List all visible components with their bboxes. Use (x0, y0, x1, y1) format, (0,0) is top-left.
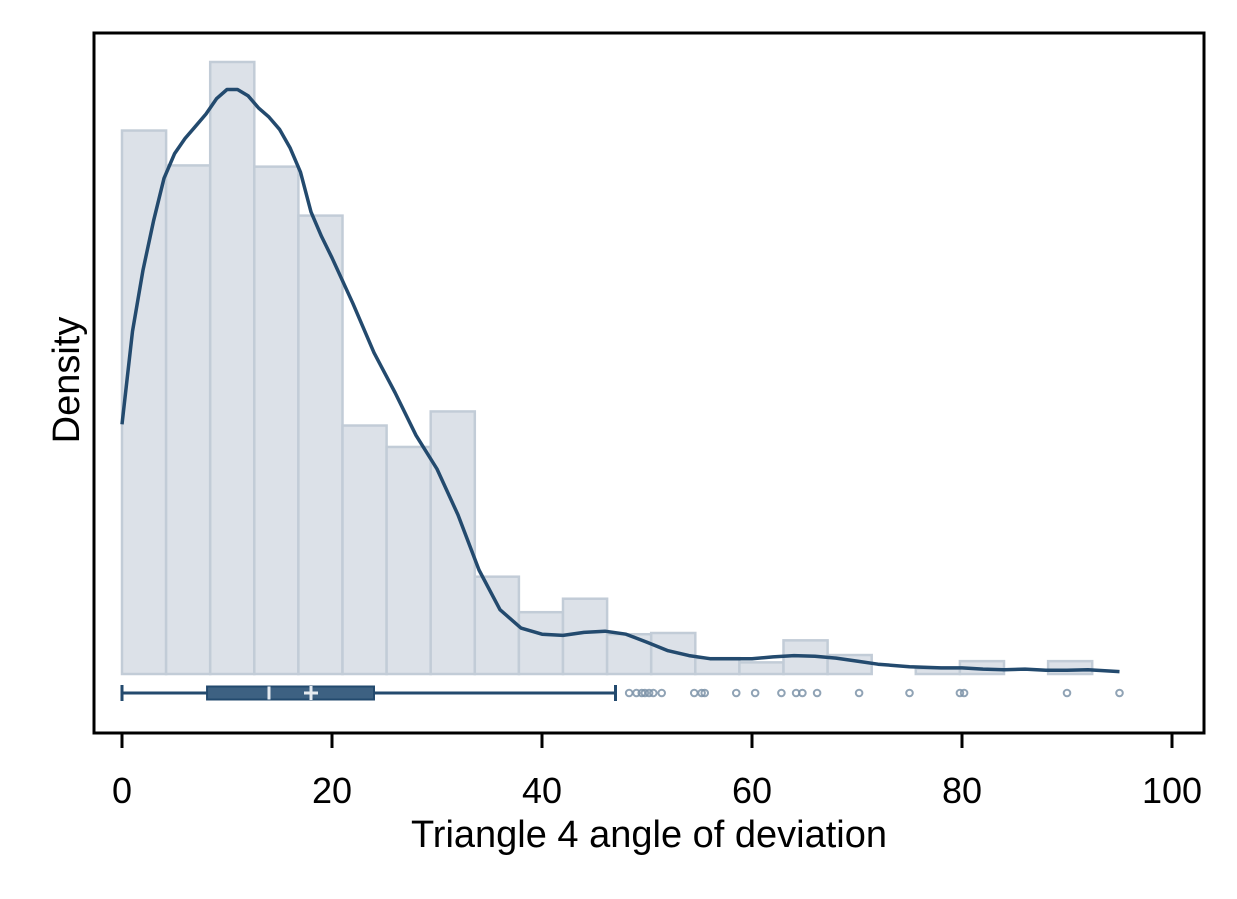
density-curve (120, 87, 1120, 674)
histogram-bar (120, 129, 168, 676)
histogram-bar (694, 656, 741, 676)
x-tick-label: 20 (312, 770, 352, 811)
outlier-point (777, 688, 786, 698)
outlier-point (700, 688, 710, 698)
y-axis-title: Density (46, 317, 88, 444)
x-axis-title: Triangle 4 angle of deviation (411, 814, 887, 856)
outlier-point (798, 688, 807, 698)
histogram-bar (341, 424, 388, 676)
histogram-bar (738, 661, 785, 676)
histogram-bar (164, 164, 212, 676)
histogram-bar (253, 165, 300, 676)
histogram-bar (561, 597, 609, 676)
outlier-point (1115, 688, 1124, 698)
histogram-bar (297, 214, 344, 676)
outlier-point (731, 688, 741, 698)
histogram-bar (385, 445, 432, 676)
outlier-point (697, 688, 706, 698)
outlier-point (657, 688, 667, 698)
histogram-bar (517, 610, 565, 676)
x-tick-label: 40 (522, 770, 562, 811)
outlier-points (624, 688, 1124, 698)
x-tick-label: 100 (1142, 770, 1202, 811)
outlier-point (640, 688, 650, 698)
histogram-bar (473, 575, 521, 676)
outlier-point (632, 688, 641, 698)
box-iqr (206, 685, 375, 701)
outlier-point (750, 688, 760, 698)
x-tick-label: 60 (732, 770, 772, 811)
x-axis: 0 20 40 60 80 100 (94, 731, 1204, 811)
outlier-point (1062, 688, 1072, 698)
outlier-point (955, 688, 965, 698)
outlier-point (644, 688, 654, 698)
x-tick-label: 0 (112, 770, 132, 811)
outlier-point (649, 688, 658, 698)
histogram-bars (120, 60, 1094, 676)
outlier-point (812, 688, 822, 698)
histogram-bar (208, 60, 256, 676)
box-plot (120, 685, 617, 701)
outlier-point (905, 688, 914, 698)
outlier-point (959, 688, 969, 698)
outlier-point (854, 688, 864, 698)
x-tick-label: 80 (942, 770, 982, 811)
histogram-bar (1046, 659, 1094, 676)
histogram-bar (649, 631, 697, 676)
